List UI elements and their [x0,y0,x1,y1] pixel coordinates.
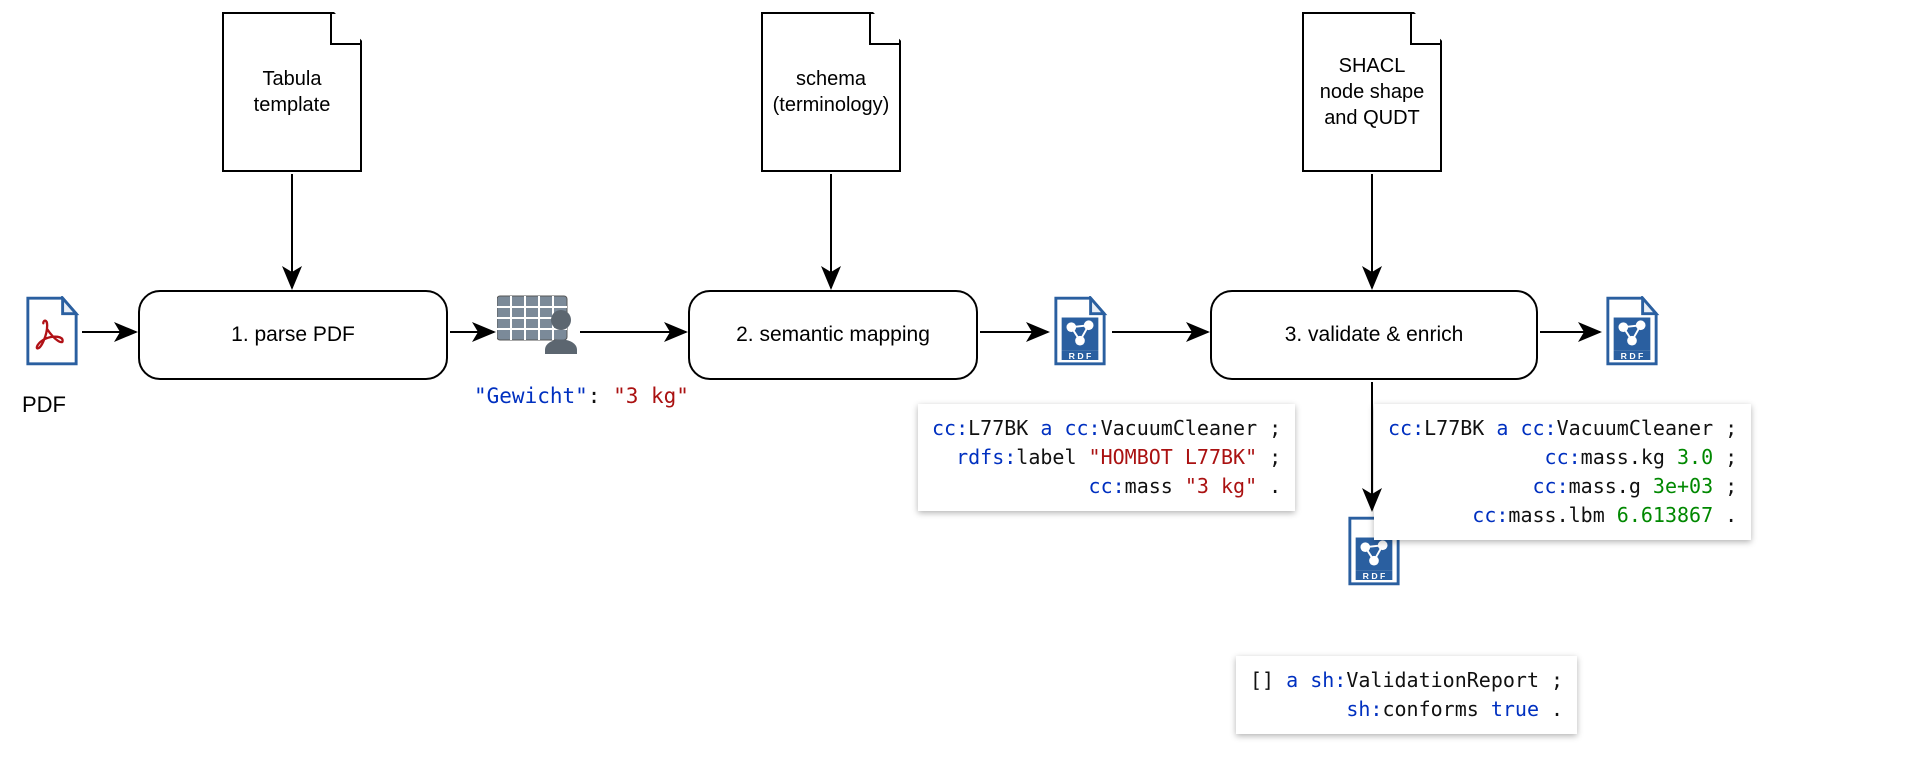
arrows [0,0,1920,774]
